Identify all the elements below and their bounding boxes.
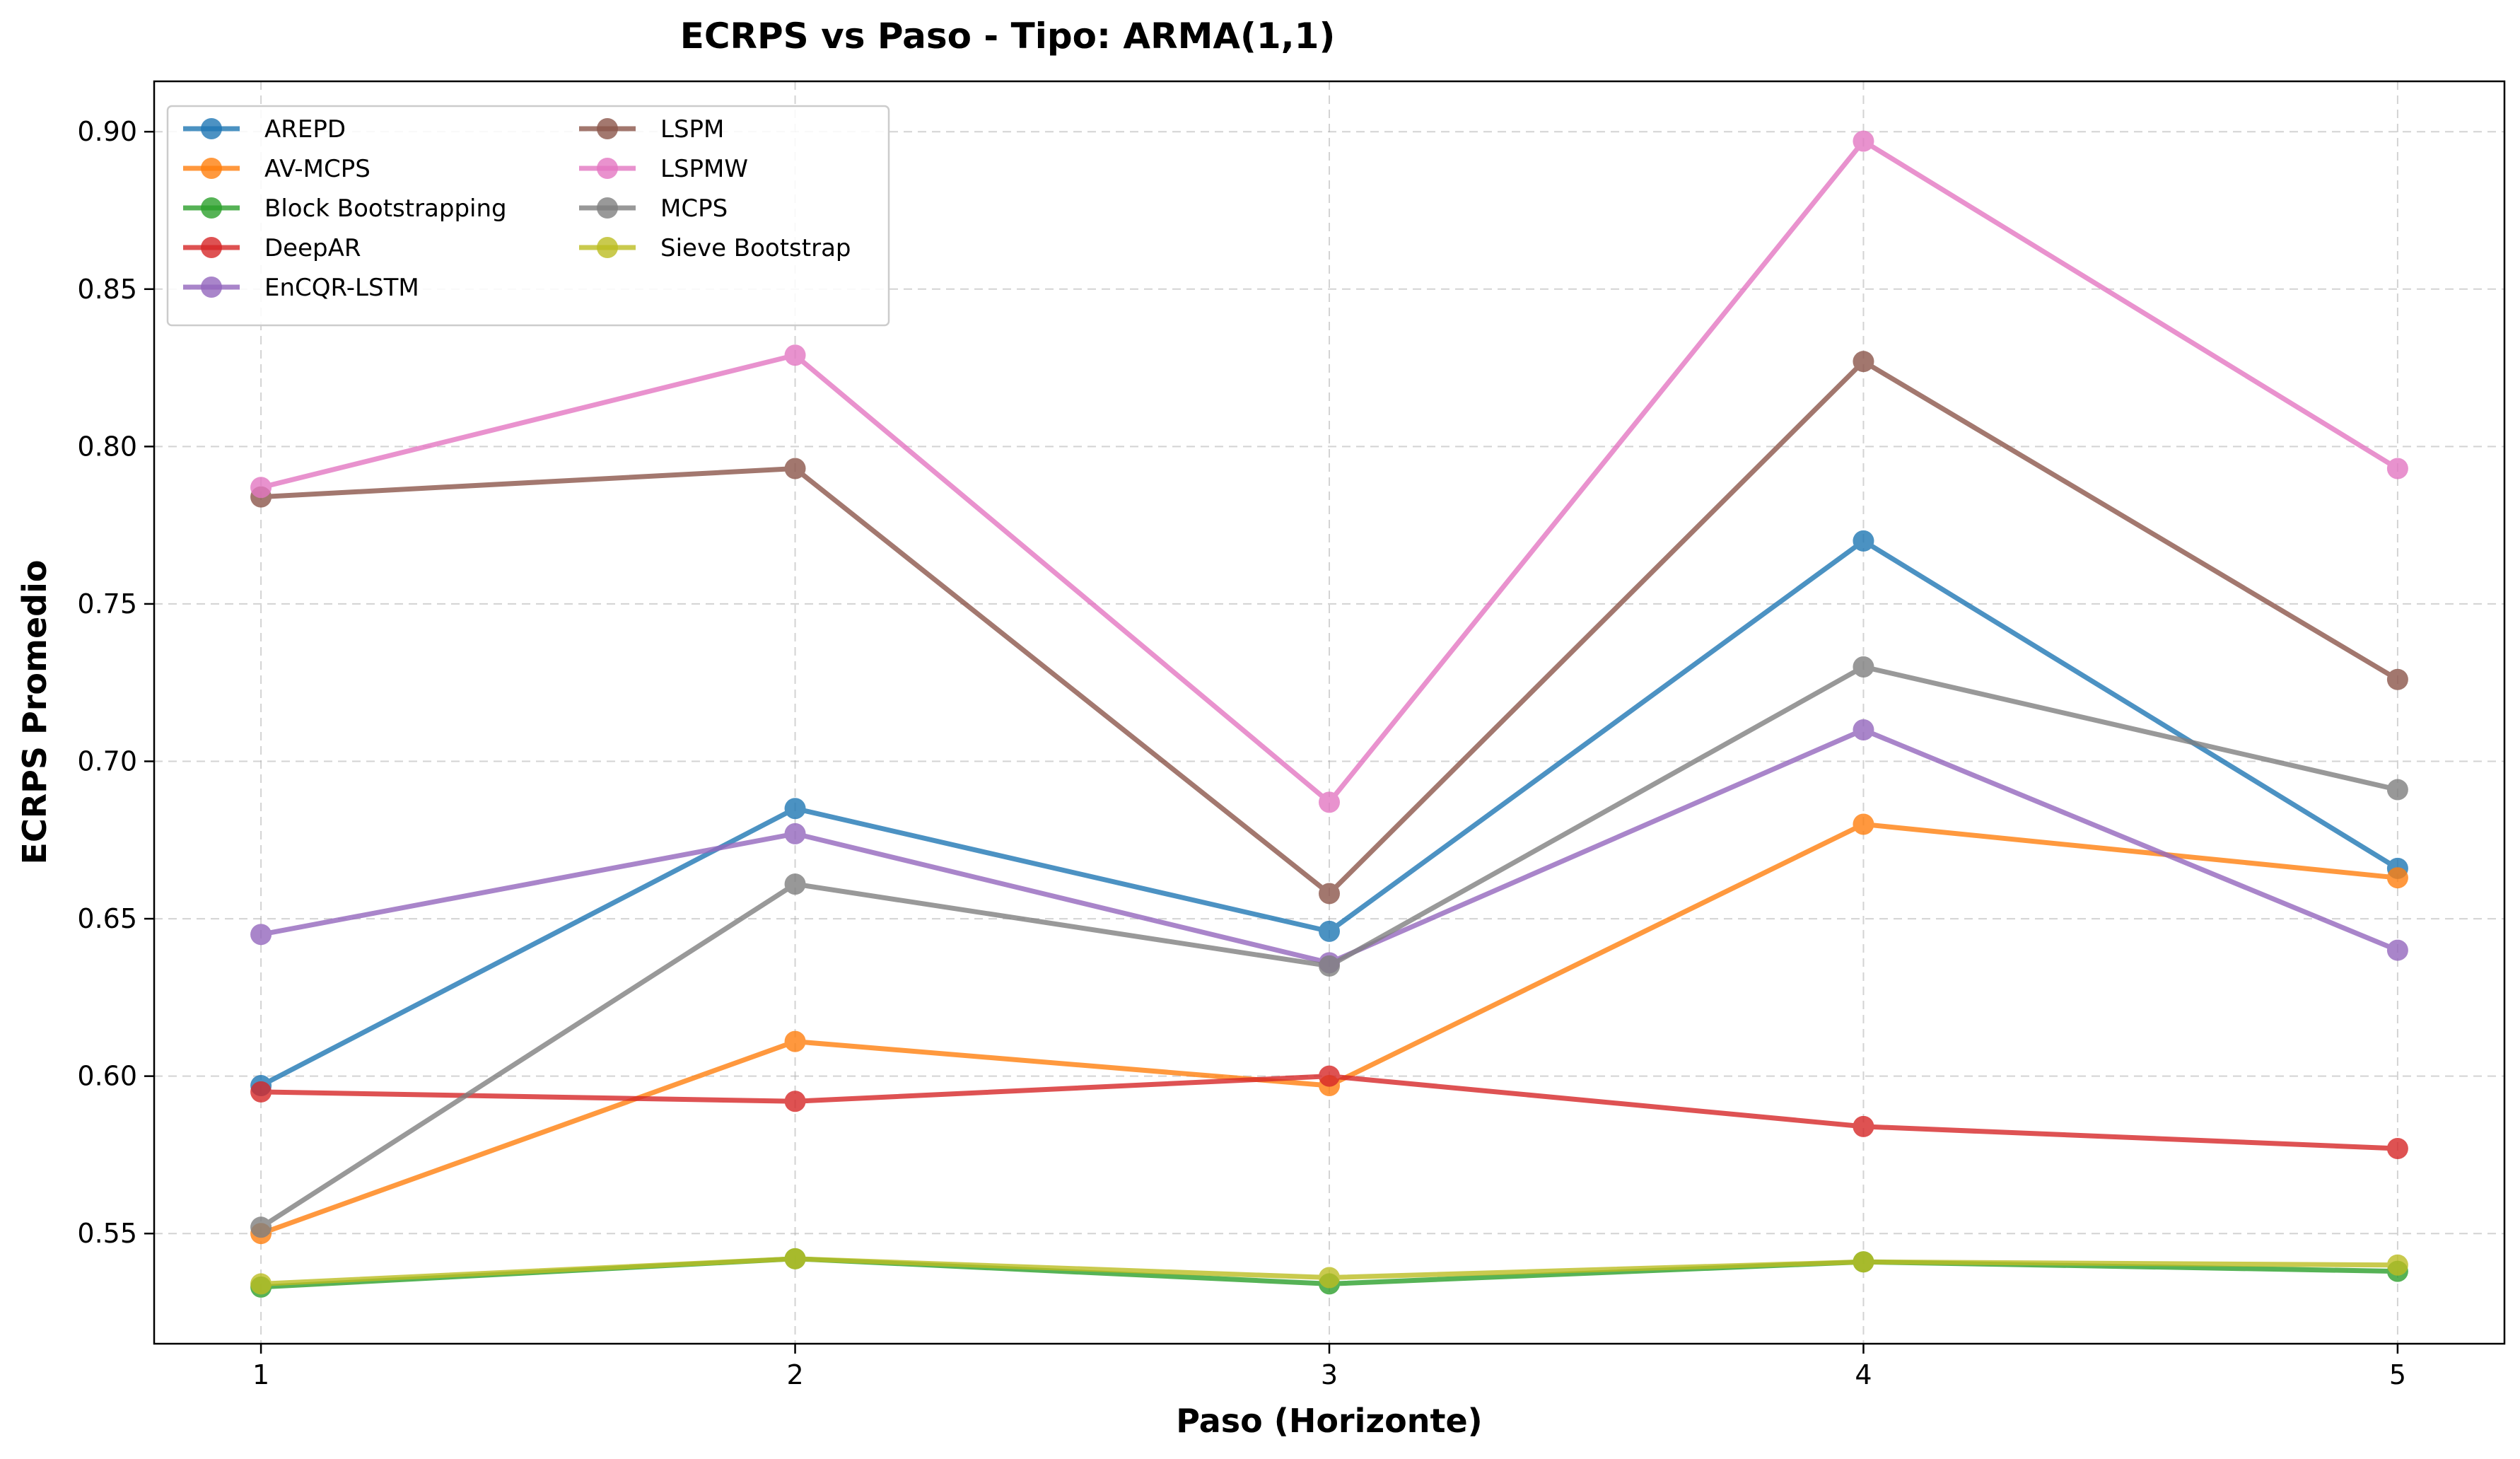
legend-label: DeepAR [264, 234, 361, 262]
data-point [2386, 1254, 2408, 1276]
data-point [2386, 867, 2408, 889]
data-point [784, 458, 806, 479]
legend-box [166, 105, 890, 327]
y-tick-label: 0.80 [77, 431, 137, 462]
legend-label: AREPD [264, 115, 346, 144]
data-point [250, 477, 272, 499]
data-point [784, 798, 806, 820]
legend: AREPD AV-MCPS Block Bootstrapping DeepAR EnC… [166, 105, 890, 327]
y-tick-label: 0.75 [77, 588, 137, 620]
data-point [1853, 719, 1874, 740]
data-point [784, 1248, 806, 1269]
legend-label: Sieve Bootstrap [660, 234, 851, 262]
data-point [784, 873, 806, 895]
data-point [1853, 351, 1874, 373]
y-tick-label: 0.70 [77, 745, 137, 777]
legend-swatch-marker [597, 158, 618, 179]
series-mcps [250, 656, 2408, 1238]
data-point [784, 1091, 806, 1112]
x-tick-label: 4 [1855, 1359, 1872, 1390]
legend-swatch-marker [201, 118, 222, 139]
data-point [1319, 955, 1340, 977]
data-point [250, 1273, 272, 1295]
y-tick-label: 0.90 [77, 116, 137, 147]
legend-swatch-marker [597, 118, 618, 139]
data-point [250, 1081, 272, 1103]
series-lspm [250, 351, 2408, 905]
series-arepd [250, 530, 2408, 1096]
series-deepar [250, 1065, 2408, 1160]
data-point [250, 924, 272, 946]
x-tick-label: 3 [1321, 1359, 1338, 1390]
y-tick-label: 0.85 [77, 274, 137, 305]
data-point [1853, 1115, 1874, 1137]
legend-label: LSPM [660, 115, 724, 144]
data-point [1319, 920, 1340, 942]
series-lspmw [250, 130, 2408, 813]
legend-label: MCPS [660, 194, 728, 223]
data-point [784, 1030, 806, 1052]
data-point [1319, 1065, 1340, 1087]
data-point [1853, 130, 1874, 152]
data-point [1319, 883, 1340, 905]
legend-swatch-marker [597, 237, 618, 258]
data-point [2386, 939, 2408, 961]
legend-entry: MCPS [579, 194, 728, 223]
legend-entry: Sieve Bootstrap [579, 234, 851, 262]
legend-swatch-marker [201, 277, 222, 298]
y-tick-label: 0.60 [77, 1061, 137, 1092]
data-point [250, 1216, 272, 1238]
data-point [2386, 668, 2408, 690]
legend-entry: EnCQR-LSTM [183, 274, 419, 302]
data-point [1853, 656, 1874, 678]
axes: 1 2 3 4 5 0.55 0.60 0.65 0.70 0.75 0.80 0.85 0.90 [77, 116, 2406, 1390]
legend-entry: LSPM [579, 115, 724, 144]
legend-swatch-marker [597, 197, 618, 219]
chart-title: ECRPS vs Paso - Tipo: ARMA(1,1) [680, 16, 1336, 57]
data-point [1319, 791, 1340, 813]
x-tick-label: 1 [252, 1359, 269, 1390]
data-point [1319, 1267, 1340, 1289]
legend-swatch-marker [201, 197, 222, 219]
data-point [784, 344, 806, 366]
legend-label: Block Bootstrapping [264, 194, 507, 223]
series-sieve-bootstrap [250, 1248, 2408, 1295]
legend-label: LSPMW [660, 155, 748, 183]
x-tick-label: 2 [786, 1359, 803, 1390]
data-point [2386, 458, 2408, 479]
data-point [1853, 813, 1874, 835]
legend-label: EnCQR-LSTM [264, 274, 419, 302]
x-axis-label: Paso (Horizonte) [1176, 1402, 1482, 1440]
series-layer [250, 130, 2408, 1298]
data-point [2386, 779, 2408, 801]
y-axis-label: ECRPS Promedio [16, 560, 54, 865]
data-point [2386, 1138, 2408, 1160]
legend-entry: LSPMW [579, 155, 748, 183]
legend-swatch-marker [201, 237, 222, 258]
legend-entry: AREPD [183, 115, 346, 144]
data-point [1853, 1251, 1874, 1273]
y-tick-label: 0.65 [77, 903, 137, 934]
x-tick-label: 5 [2389, 1359, 2406, 1390]
legend-swatch-marker [201, 158, 222, 179]
legend-entry: DeepAR [183, 234, 361, 262]
y-tick-label: 0.55 [77, 1218, 137, 1249]
legend-label: AV-MCPS [264, 155, 371, 183]
legend-entry: AV-MCPS [183, 155, 371, 183]
data-point [784, 822, 806, 844]
data-point [1853, 530, 1874, 552]
legend-entry: Block Bootstrapping [183, 194, 507, 223]
